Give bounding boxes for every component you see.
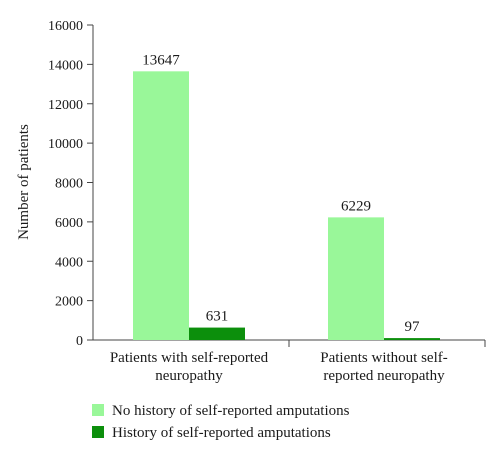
y-tick-label: 4000: [55, 255, 83, 270]
bar: [328, 217, 384, 340]
category-label: Patients with self-reported: [110, 350, 269, 366]
x-axis: [93, 339, 486, 347]
y-axis-title: Number of patients: [16, 124, 32, 240]
category-label: reported neuropathy: [323, 368, 445, 384]
y-tick-label: 10000: [48, 137, 83, 152]
data-labels: 13647 6229 631 97: [142, 52, 420, 335]
y-tick-label: 12000: [48, 98, 83, 113]
y-tick-label: 14000: [48, 58, 83, 73]
bars: [133, 71, 440, 341]
y-tick-label: 6000: [55, 216, 83, 231]
bar: [384, 338, 440, 340]
y-tick-label: 8000: [55, 177, 83, 192]
legend-swatch: [92, 426, 104, 438]
category-label: Patients without self-: [320, 350, 448, 366]
data-label: 13647: [142, 52, 180, 68]
legend-label: No history of self-reported amputations: [112, 403, 350, 419]
category-label: neuropathy: [155, 368, 223, 384]
y-axis: 0 2000 4000 6000 8000 10000 12000 14000 16000: [48, 19, 94, 349]
data-label: 6229: [341, 198, 371, 214]
data-label: 631: [206, 309, 229, 325]
y-tick-label: 2000: [55, 295, 83, 310]
legend-label: History of self-reported amputations: [112, 425, 331, 441]
legend-swatch: [92, 404, 104, 416]
bar: [133, 71, 189, 341]
category-labels: Patients with self-reported neuropathy Pat…: [110, 350, 448, 384]
legend: No history of self-reported amputations H…: [92, 403, 350, 441]
y-tick-label: 16000: [48, 19, 83, 34]
y-tick-label: 0: [76, 334, 83, 349]
bar: [189, 327, 245, 340]
data-label: 97: [405, 319, 421, 335]
